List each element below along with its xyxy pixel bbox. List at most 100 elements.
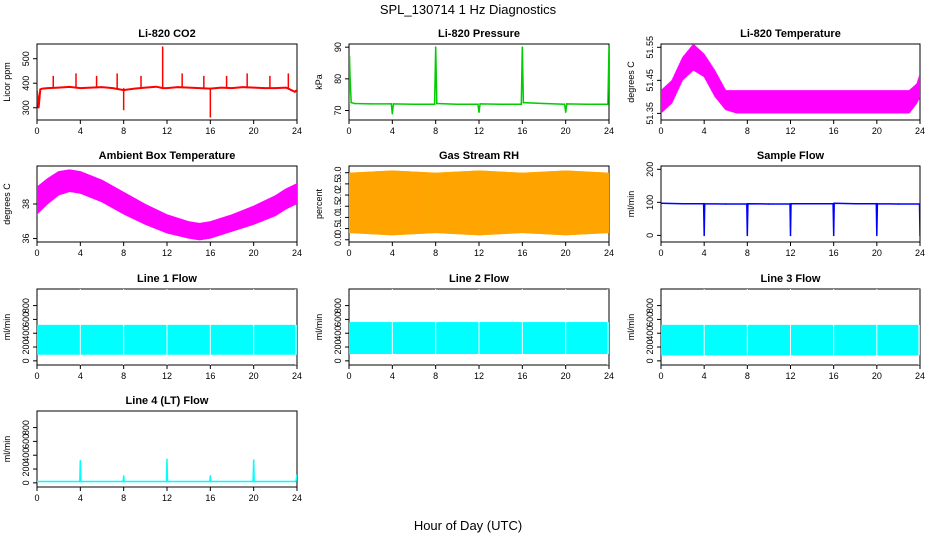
- figure-title: SPL_130714 1 Hz Diagnostics: [379, 2, 557, 17]
- x-tick-label: 24: [915, 248, 925, 258]
- data-point: [220, 86, 222, 89]
- x-tick-label: 24: [292, 371, 302, 381]
- data-point: [435, 102, 438, 105]
- x-tick-label: 4: [78, 493, 83, 503]
- data-point: [918, 203, 920, 205]
- data-point: [703, 234, 705, 237]
- x-tick-label: 24: [915, 126, 925, 136]
- panel-1: Li-820 Pressure kPa 0 4 8 12 16 20 24 70 80 90: [314, 28, 614, 136]
- data-point: [876, 234, 878, 237]
- x-tick-label: 20: [249, 493, 259, 503]
- x-tick-label: 0: [346, 126, 351, 136]
- data-point: [80, 480, 82, 483]
- y-tick-label: 600: [645, 312, 655, 327]
- x-tick-label: 4: [702, 371, 707, 381]
- data-point: [433, 103, 436, 105]
- x-tick-label: 4: [390, 371, 395, 381]
- y-tick-label: 1.0: [333, 211, 343, 224]
- x-tick-label: 12: [785, 371, 795, 381]
- data-point: [586, 103, 589, 105]
- y-axis-label: ml/min: [2, 314, 12, 341]
- data-layer: [37, 458, 297, 483]
- x-tick-label: 12: [785, 126, 795, 136]
- x-tick-label: 16: [205, 126, 215, 136]
- data-point: [47, 87, 49, 89]
- y-tick-label: 0: [333, 358, 343, 363]
- x-tick-label: 0: [34, 493, 39, 503]
- data-point: [39, 88, 42, 91]
- x-tick-label: 12: [474, 248, 484, 258]
- y-tick-label: 70: [333, 105, 343, 115]
- y-tick-label: 51.45: [645, 69, 655, 92]
- data-point: [681, 202, 684, 205]
- y-tick-label: 200: [645, 162, 655, 177]
- panel-title: Ambient Box Temperature: [99, 150, 236, 162]
- data-layer: [37, 169, 297, 241]
- data-point: [263, 87, 266, 89]
- data-point: [607, 103, 609, 105]
- panel-title: Line 4 (LT) Flow: [126, 395, 209, 407]
- data-point: [349, 101, 350, 104]
- data-point: [68, 86, 71, 88]
- x-tick-label: 16: [829, 126, 839, 136]
- data-point: [456, 103, 459, 105]
- data-point: [187, 86, 190, 89]
- y-axis-label: ml/min: [2, 436, 12, 463]
- x-tick-label: 20: [249, 371, 259, 381]
- y-axis-label: degrees C: [2, 183, 12, 225]
- data-point: [811, 202, 813, 205]
- y-tick-label: 0.5: [333, 222, 343, 235]
- data-point: [144, 86, 147, 89]
- x-tick-label: 0: [658, 371, 663, 381]
- y-tick-label: 200: [21, 340, 31, 355]
- y-tick-label: 80: [333, 74, 343, 84]
- x-tick-label: 4: [702, 126, 707, 136]
- data-point: [122, 475, 125, 477]
- data-point: [703, 202, 706, 205]
- y-tick-label: 800: [645, 298, 655, 313]
- data-point: [477, 103, 479, 105]
- x-tick-label: 24: [915, 371, 925, 381]
- y-tick-label: 500: [21, 51, 31, 66]
- data-point: [897, 203, 900, 205]
- x-tick-label: 12: [162, 126, 172, 136]
- x-tick-label: 4: [78, 248, 83, 258]
- data-point: [854, 202, 857, 205]
- y-tick-label: 800: [21, 420, 31, 435]
- data-point: [876, 202, 879, 205]
- x-tick-label: 24: [292, 126, 302, 136]
- y-tick-label: 200: [333, 340, 343, 355]
- x-tick-label: 8: [745, 248, 750, 258]
- x-tick-label: 0: [34, 248, 39, 258]
- data-point: [661, 202, 662, 205]
- panel-title: Line 1 Flow: [137, 273, 197, 285]
- data-point: [90, 86, 92, 89]
- x-tick-label: 16: [517, 248, 527, 258]
- y-tick-label: 100: [645, 195, 655, 210]
- panel-8: Line 3 Flow ml/min 0 4 8 12 16 20 24 0 20040060080…: [626, 273, 925, 381]
- panel-3: Ambient Box Temperature degrees C 0 4 8 12 16 2…: [2, 150, 302, 258]
- x-tick-label: 0: [658, 126, 663, 136]
- y-tick-label: 2.5: [333, 178, 343, 191]
- data-point: [520, 103, 523, 105]
- data-point: [724, 203, 727, 205]
- data-layer: [37, 289, 297, 365]
- data-point: [832, 234, 835, 237]
- panel-title: Gas Stream RH: [439, 150, 519, 162]
- data-point: [295, 480, 297, 483]
- panel-title: Li-820 Pressure: [438, 28, 520, 40]
- data-point: [349, 55, 351, 58]
- data-point: [563, 103, 566, 105]
- panel-6: Line 1 Flow ml/min 0 4 8 12 16 20 24 0 20040060080…: [2, 273, 302, 381]
- figure-x-axis-title: Hour of Day (UTC): [413, 518, 523, 533]
- x-tick-label: 4: [702, 248, 707, 258]
- panel-4: Gas Stream RH percent 0 4 8 12 16 20 24 0.00.51.0…: [314, 150, 614, 258]
- y-tick-label: 90: [333, 42, 343, 52]
- data-point: [166, 87, 168, 89]
- x-tick-label: 0: [346, 248, 351, 258]
- data-point: [177, 86, 179, 88]
- data-series-line: [37, 459, 297, 483]
- data-point: [789, 234, 792, 237]
- x-tick-label: 8: [433, 126, 438, 136]
- data-layer: [349, 289, 609, 365]
